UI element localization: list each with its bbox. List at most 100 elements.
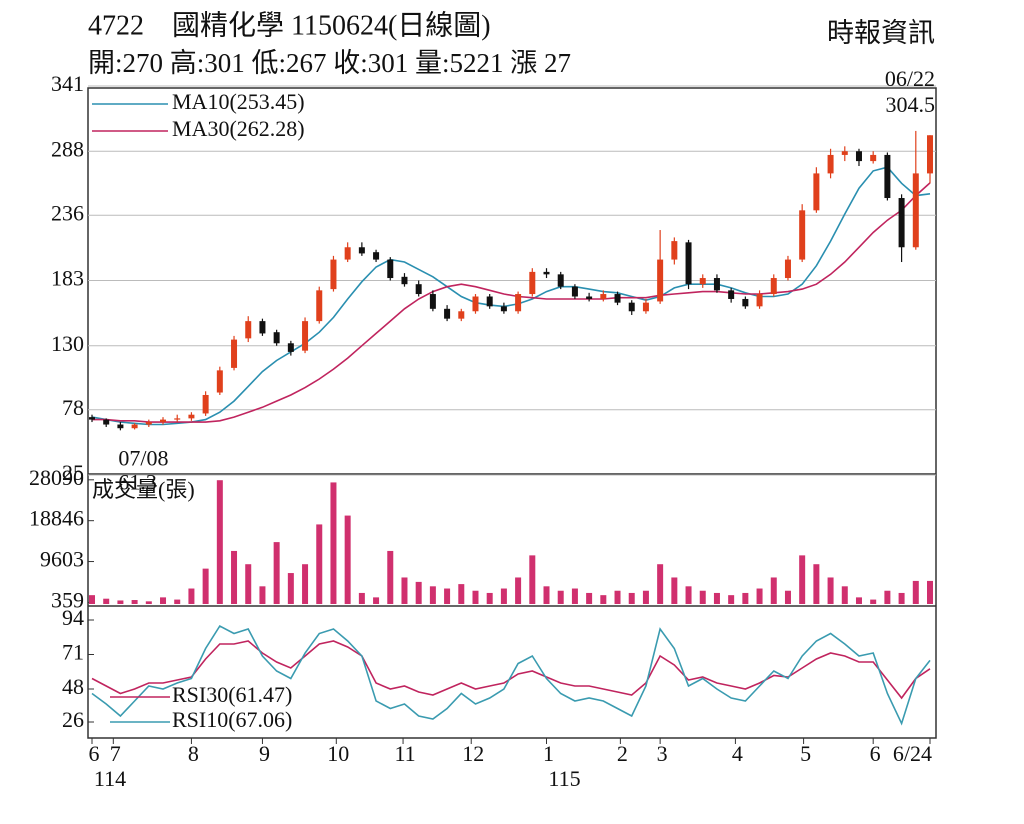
volume-bar xyxy=(728,595,735,604)
candle-body xyxy=(302,321,309,351)
volume-bar xyxy=(657,564,664,604)
plot-frame xyxy=(87,87,937,739)
volume-bar xyxy=(855,597,862,604)
candle-body xyxy=(401,276,408,285)
candle-body xyxy=(642,302,649,312)
volume-bar xyxy=(302,564,309,604)
volume-bar xyxy=(259,586,266,604)
candle-body xyxy=(728,290,735,299)
candle-body xyxy=(685,242,692,285)
candle-body xyxy=(245,321,252,339)
candle-body xyxy=(628,302,635,312)
volume-bar xyxy=(898,592,905,604)
x-tick-label: 11 xyxy=(394,741,415,766)
volume-bar xyxy=(784,590,791,604)
candle-body xyxy=(444,308,451,319)
x-tick-label: 5 xyxy=(800,741,811,766)
volume-bar xyxy=(742,592,749,604)
y-tick-label: 26 xyxy=(62,707,84,732)
x-tick-label: 9 xyxy=(259,741,270,766)
candle-body xyxy=(799,210,806,260)
volume-bar xyxy=(870,599,877,604)
volume-bar xyxy=(216,480,223,604)
volume-bar xyxy=(557,590,564,604)
volume-bar xyxy=(600,595,607,604)
annotation-value: 61.3 xyxy=(118,469,156,494)
volume-bar xyxy=(160,597,167,604)
volume-bar xyxy=(756,588,763,604)
x-tick-label: 2 xyxy=(617,741,628,766)
line-series xyxy=(91,624,931,726)
line-series xyxy=(91,166,931,426)
legend-label: MA30(262.28) xyxy=(172,116,305,141)
volume-bar xyxy=(103,598,110,604)
volume-bar xyxy=(586,592,593,604)
x-tick-label: 1 xyxy=(543,741,554,766)
candle-body xyxy=(117,424,124,429)
candle-body xyxy=(784,259,791,279)
volume-bar xyxy=(188,588,195,604)
line-series xyxy=(92,182,931,423)
legend-label: RSI10(67.06) xyxy=(172,707,292,732)
candle-body xyxy=(486,296,493,307)
panel-label: 成交量(張) xyxy=(92,477,195,502)
candle-body xyxy=(912,173,919,248)
x-tick-label: 7 xyxy=(110,741,121,766)
candle-body xyxy=(429,294,436,309)
candle-body xyxy=(160,419,167,423)
candle-body xyxy=(373,252,380,260)
volume-bar xyxy=(571,588,578,604)
candle-body xyxy=(259,321,266,334)
candle-body xyxy=(174,418,181,420)
volume-bar xyxy=(685,586,692,604)
candle-body xyxy=(287,343,294,352)
candle-body xyxy=(103,419,110,425)
candle-body xyxy=(756,294,763,307)
volume-bar xyxy=(387,550,394,604)
candle-body xyxy=(472,296,479,312)
candle-body xyxy=(898,198,905,248)
candle-body xyxy=(515,294,522,312)
candle-body xyxy=(770,278,777,295)
y-tick-label: 28090 xyxy=(29,465,84,490)
annotation-value: 304.5 xyxy=(886,92,936,117)
volume-bar xyxy=(500,588,507,604)
volume-bar xyxy=(472,590,479,604)
x-tick-label: 12 xyxy=(462,741,484,766)
legend-label: MA10(253.45) xyxy=(172,89,305,114)
volume-bar xyxy=(813,564,820,604)
candle-body xyxy=(699,278,706,285)
volume-bar xyxy=(713,592,720,604)
y-tick-label: 130 xyxy=(51,331,84,356)
volume-bar xyxy=(373,597,380,604)
candle-body xyxy=(713,278,720,291)
candle-body xyxy=(316,290,323,322)
year-label: 114 xyxy=(94,766,126,791)
volume-bar xyxy=(529,555,536,604)
volume-bar xyxy=(273,542,280,604)
candle-body xyxy=(202,394,209,414)
volume-bar xyxy=(927,580,933,604)
candle-body xyxy=(870,154,877,162)
candle-body xyxy=(586,296,593,299)
chart-title: 4722 國精化學 1150624(日線圖) xyxy=(88,9,491,41)
volume-bar xyxy=(401,577,408,604)
candle-body xyxy=(841,151,848,155)
y-tick-label: 236 xyxy=(51,200,84,225)
candle-body xyxy=(571,286,578,297)
candle-body xyxy=(543,271,550,275)
volume-bar xyxy=(358,592,365,604)
volume-bar xyxy=(330,482,337,604)
y-tick-label: 71 xyxy=(62,640,84,665)
candle-body xyxy=(500,306,507,312)
chart-subtitle: 開:270 高:301 低:267 收:301 量:5221 漲 27 xyxy=(88,48,571,78)
volume-bar xyxy=(202,568,209,604)
candle-body xyxy=(231,339,238,368)
volume-bar xyxy=(543,586,550,604)
x-tick-label: 10 xyxy=(327,741,349,766)
volume-bar xyxy=(429,586,436,604)
volume-bar xyxy=(614,590,621,604)
annotation-date: 06/22 xyxy=(885,66,935,91)
volume-bar xyxy=(912,580,919,604)
candle-body xyxy=(671,241,678,260)
